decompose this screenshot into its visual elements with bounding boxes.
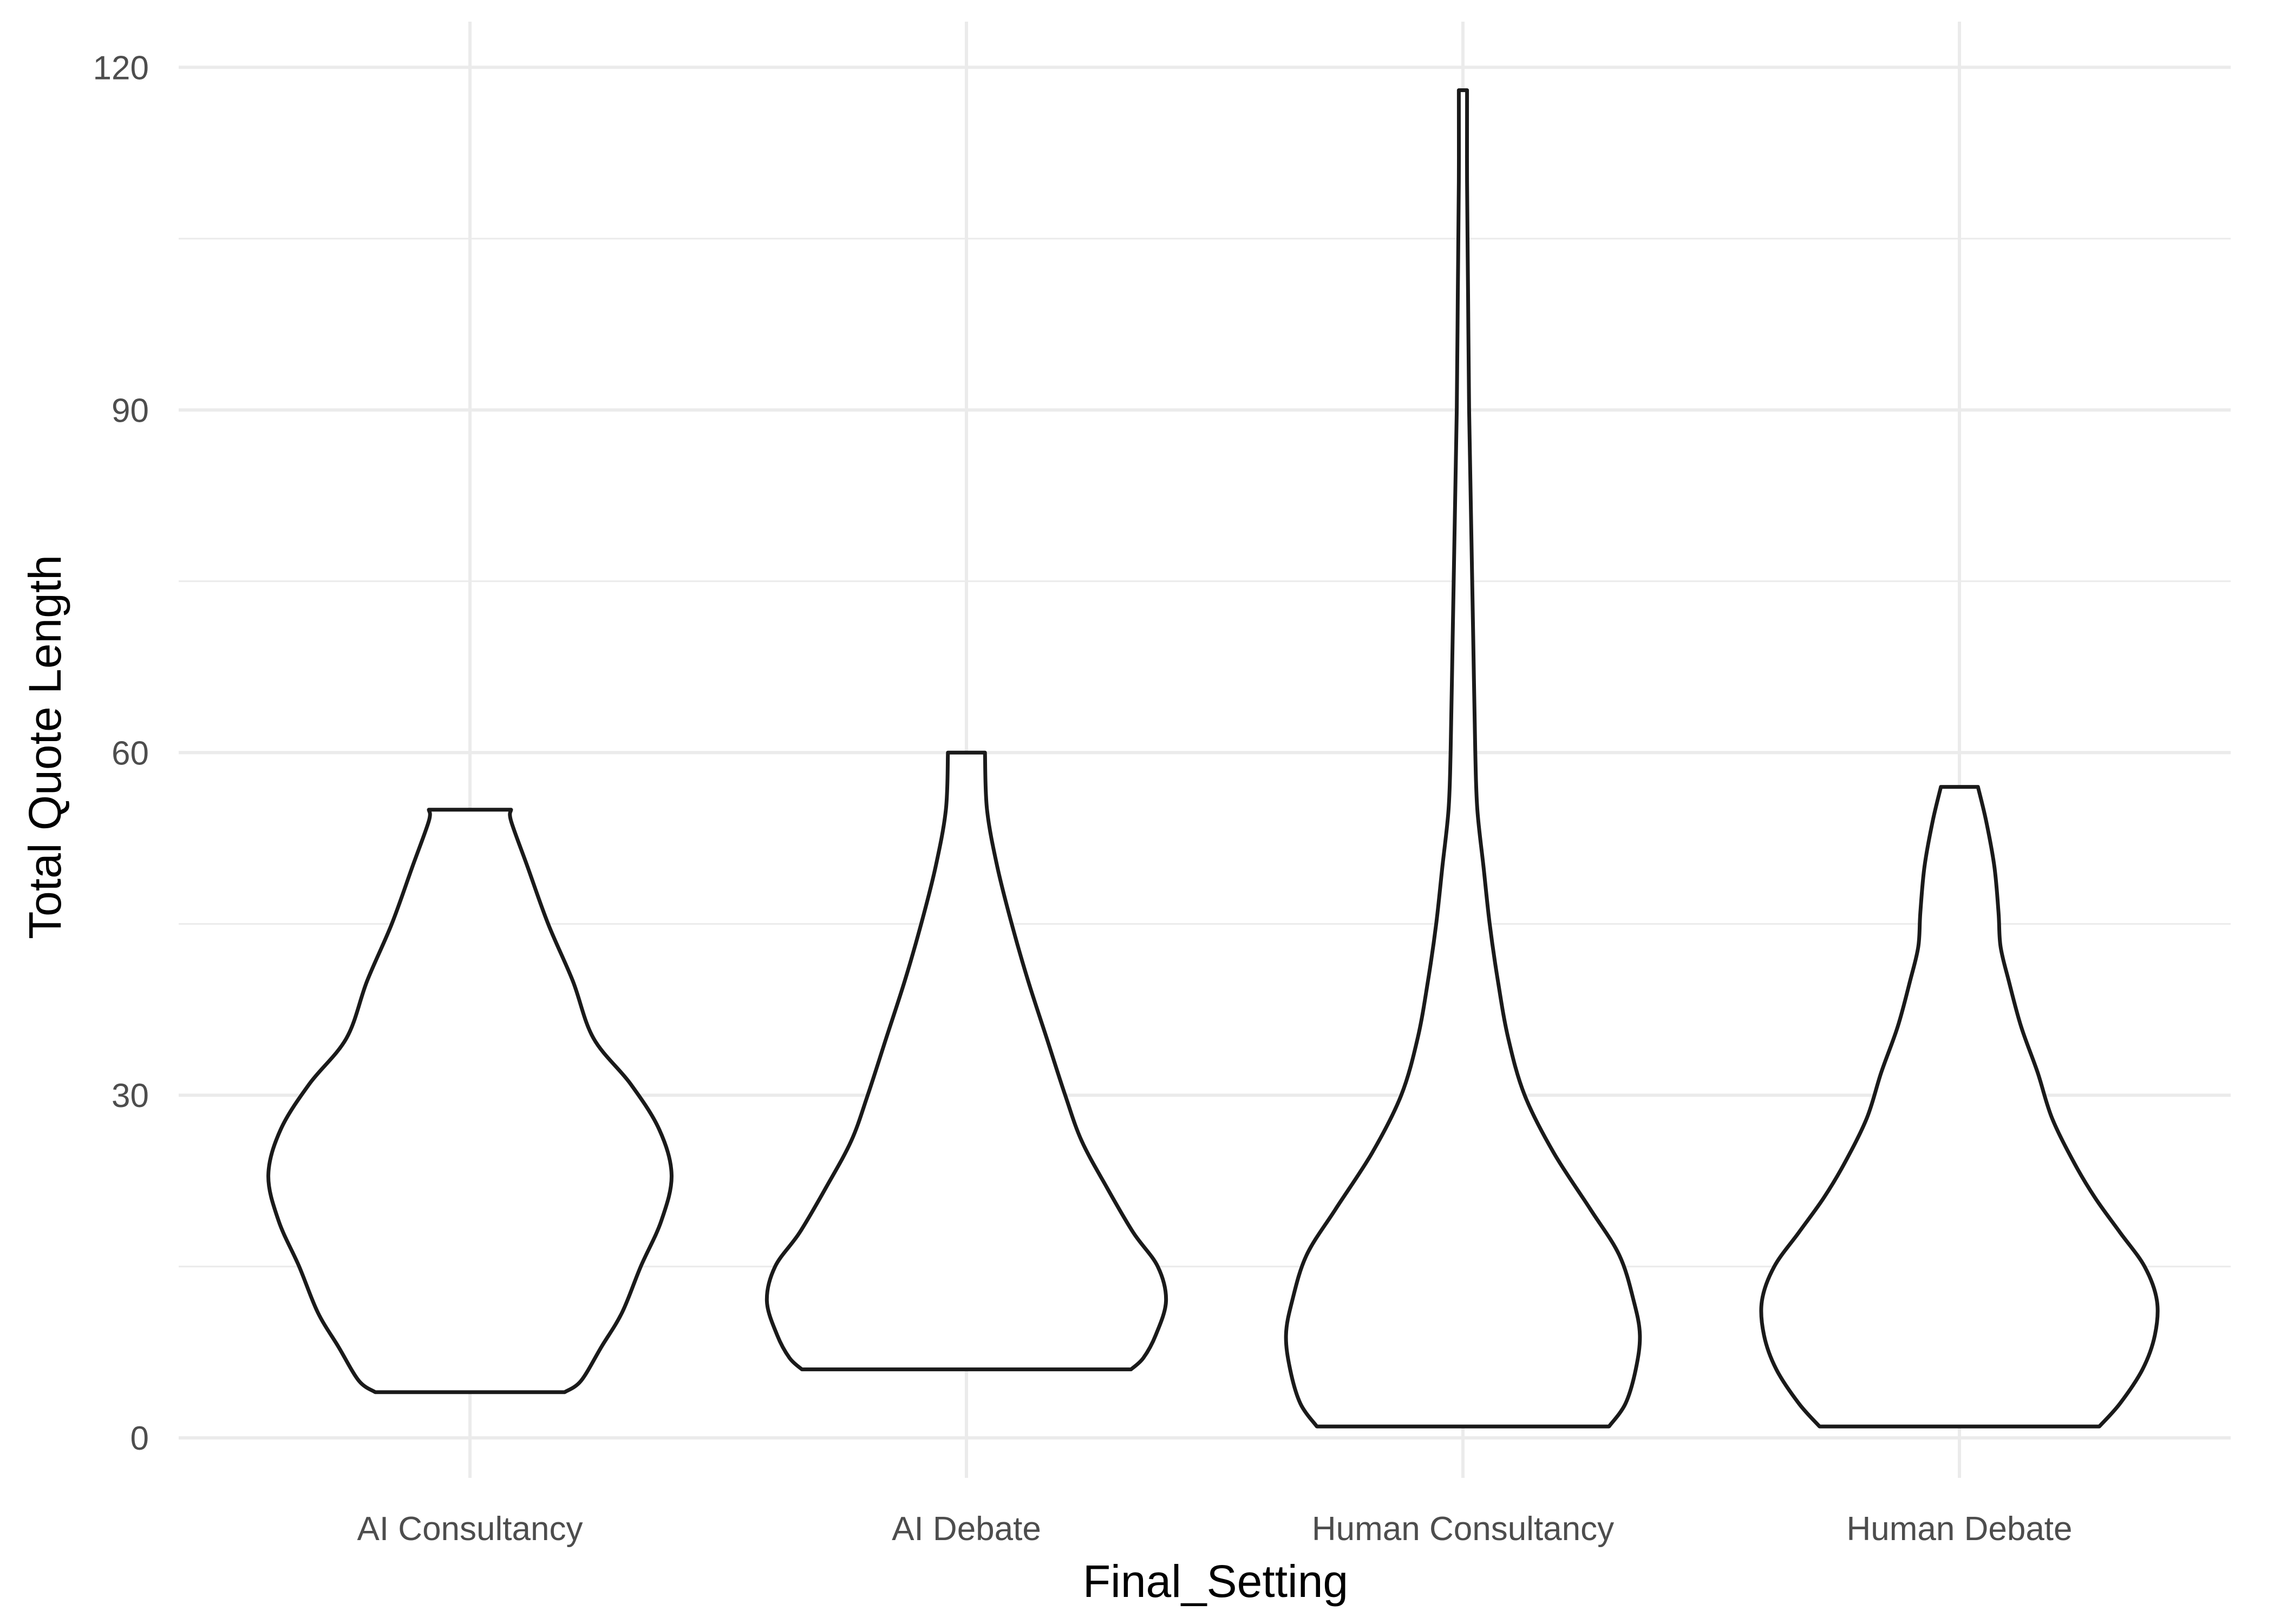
y-tick-label: 90	[112, 392, 149, 429]
y-tick-label: 0	[130, 1420, 149, 1457]
x-tick-label: Human Debate	[1846, 1510, 2072, 1548]
x-tick-label: Human Consultancy	[1312, 1510, 1614, 1548]
violin-human-debate	[1759, 785, 2160, 1429]
violin-ai-debate	[764, 750, 1168, 1372]
y-axis-ticks: 0 30 60 90 120	[93, 49, 149, 1457]
x-axis-ticks: AI Consultancy AI Debate Human Consultancy…	[357, 1510, 2073, 1548]
violin-human-consultancy	[1284, 88, 1642, 1429]
y-axis-title: Total Quote Length	[19, 555, 70, 939]
violin-ai-consultancy	[266, 808, 674, 1394]
x-tick-label: AI Debate	[892, 1510, 1041, 1548]
violin-series	[266, 88, 2160, 1429]
x-axis-title: Final_Setting	[1083, 1556, 1348, 1607]
y-tick-label: 60	[112, 735, 149, 772]
x-tick-label: AI Consultancy	[357, 1510, 583, 1548]
y-tick-label: 30	[112, 1077, 149, 1115]
y-tick-label: 120	[93, 49, 149, 87]
